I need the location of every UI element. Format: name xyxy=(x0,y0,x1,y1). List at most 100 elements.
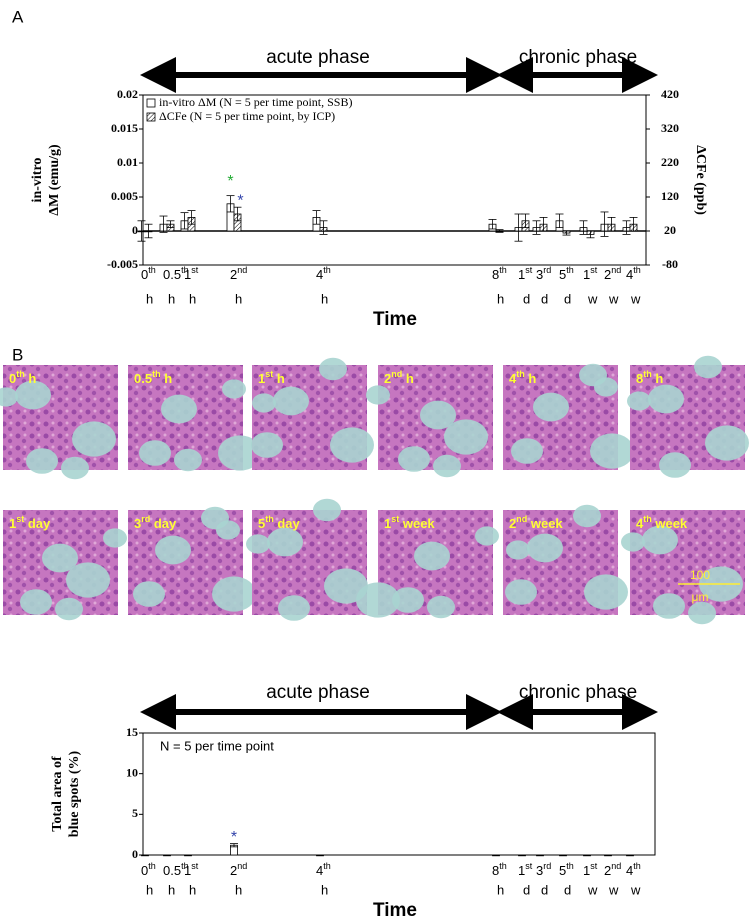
air-space xyxy=(139,440,171,466)
image-label-number: 1 xyxy=(384,516,391,531)
x-tick-number: 5 xyxy=(559,863,566,878)
y-axis-label: in-vitro xyxy=(30,158,45,203)
air-space xyxy=(222,379,246,399)
y-axis-label: blue spots (%) xyxy=(67,750,82,837)
x-tick-suffix: th xyxy=(148,265,156,275)
y-tick-label: 0.015 xyxy=(111,121,138,135)
image-label-unit: h xyxy=(402,371,414,386)
y2-tick-label: 120 xyxy=(661,189,679,203)
x-axis-label: Time xyxy=(373,900,417,921)
x-tick-suffix: th xyxy=(566,861,574,871)
micrograph xyxy=(503,504,628,615)
x-tick-number: 0 xyxy=(141,863,148,878)
image-label: 3rd day xyxy=(134,514,177,531)
significance-marker: * xyxy=(231,829,237,846)
image-label: 4th week xyxy=(636,514,688,531)
image-label: 1st day xyxy=(9,514,51,531)
x-tick-label: 1st xyxy=(583,265,598,282)
x-tick-number: 3 xyxy=(536,863,543,878)
bar xyxy=(583,854,591,857)
error-bar xyxy=(319,220,328,235)
image-label: 4th h xyxy=(509,369,536,386)
y-tick-label: 0 xyxy=(132,847,138,861)
x-tick-number: 0.5 xyxy=(163,863,181,878)
image-label-number: 4 xyxy=(636,516,644,531)
image-label-number: 0 xyxy=(9,371,16,386)
plot-frame xyxy=(142,94,647,266)
air-space xyxy=(212,576,256,612)
scale-bar-unit: μm xyxy=(692,590,709,604)
error-bar xyxy=(144,223,153,239)
image-label-number: 1 xyxy=(258,371,265,386)
air-space xyxy=(427,595,455,619)
bar xyxy=(559,854,567,857)
x-tick-suffix: nd xyxy=(611,861,621,871)
x-tick-suffix: th xyxy=(323,861,331,871)
micrograph xyxy=(0,365,118,480)
error-bar xyxy=(579,220,588,235)
x-tick-label: 0th xyxy=(141,265,156,282)
x-tick-suffix: th xyxy=(633,861,641,871)
x-tick-unit: h xyxy=(146,291,153,306)
plot-frame xyxy=(142,732,656,856)
legend-label: ΔCFe (N = 5 per time point, by ICP) xyxy=(159,109,335,123)
legend-swatch xyxy=(146,98,156,108)
image-label: 1st h xyxy=(258,369,285,386)
error-bar xyxy=(187,210,196,225)
x-tick-unit: d xyxy=(523,291,530,306)
x-tick-label: 4th xyxy=(626,861,641,878)
y2-tick-label: -80 xyxy=(662,257,678,271)
error-bar xyxy=(629,216,638,232)
y2-tick-label: 20 xyxy=(664,223,676,237)
x-tick-label: 0.5th xyxy=(163,861,189,878)
x-tick-number: 2 xyxy=(230,267,237,282)
legend-label: in-vitro ΔM (N = 5 per time point, SSB) xyxy=(159,95,352,109)
air-space xyxy=(161,394,197,424)
air-space xyxy=(273,386,309,416)
image-label-number: 0.5 xyxy=(134,371,152,386)
bar xyxy=(604,854,612,857)
x-tick-suffix: nd xyxy=(611,265,621,275)
image-label-suffix: th xyxy=(643,514,652,524)
error-bar xyxy=(521,213,530,229)
x-tick-suffix: th xyxy=(566,265,574,275)
micrograph xyxy=(128,365,262,472)
micrograph xyxy=(246,498,368,621)
micrograph xyxy=(627,355,749,478)
error-bar xyxy=(555,213,564,229)
x-tick-suffix: nd xyxy=(237,265,247,275)
air-space xyxy=(506,540,530,560)
x-tick-unit: h xyxy=(189,882,196,897)
x-tick-label: 0.5th xyxy=(163,265,189,282)
error-bar xyxy=(180,212,189,230)
air-space xyxy=(594,377,618,397)
error-bar xyxy=(562,230,571,236)
error-bar xyxy=(230,843,238,848)
air-space xyxy=(319,357,347,381)
x-tick-number: 4 xyxy=(316,863,323,878)
phase-label: chronic phase xyxy=(519,682,637,703)
x-tick-unit: h xyxy=(497,291,504,306)
image-label-unit: week xyxy=(399,516,435,531)
image-label-suffix: nd xyxy=(516,514,527,524)
image-label-number: 1 xyxy=(9,516,16,531)
x-tick-unit: h xyxy=(189,291,196,306)
x-tick-number: 1 xyxy=(184,267,191,282)
error-bar xyxy=(137,220,146,242)
air-space xyxy=(216,520,240,540)
micrograph xyxy=(3,510,127,621)
error-bar xyxy=(166,220,175,229)
air-space xyxy=(133,581,165,607)
x-tick-label: 4th xyxy=(316,861,331,878)
x-tick-number: 1 xyxy=(583,267,590,282)
air-space xyxy=(278,595,310,621)
image-label-suffix: st xyxy=(265,369,273,379)
x-tick-suffix: rd xyxy=(543,861,551,871)
image-label-number: 4 xyxy=(509,371,517,386)
x-tick-label: 2nd xyxy=(230,861,247,878)
air-space xyxy=(42,543,78,573)
air-space xyxy=(590,433,634,469)
x-tick-suffix: rd xyxy=(543,265,551,275)
image-label: 0th h xyxy=(9,369,36,386)
